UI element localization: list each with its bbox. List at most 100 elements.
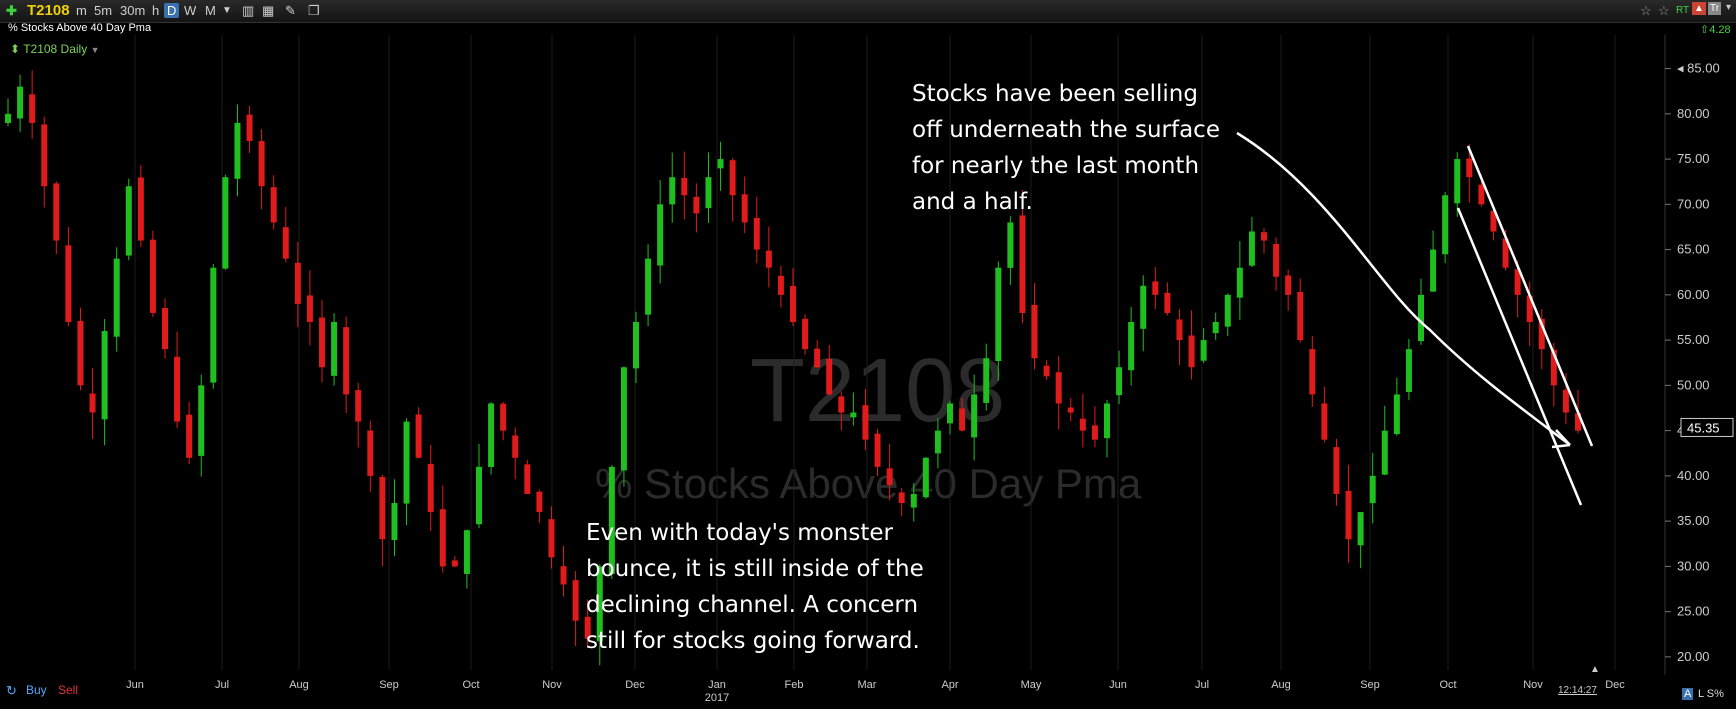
candle — [1454, 159, 1461, 204]
candle — [246, 114, 253, 141]
interval-m-monthly[interactable]: M — [205, 3, 216, 18]
interval-h[interactable]: h — [152, 3, 160, 18]
bars-icon[interactable]: ▥ — [242, 3, 255, 18]
collapse-icon[interactable]: ⬍ — [10, 42, 21, 56]
candle — [5, 113, 11, 124]
candle — [777, 275, 784, 295]
candle — [1188, 335, 1195, 368]
y-tick-label: 35.00 — [1677, 513, 1710, 528]
x-tick-label: Dec — [625, 679, 645, 691]
candle — [65, 245, 72, 323]
candle — [1381, 430, 1388, 475]
interval-d[interactable]: D — [164, 3, 180, 18]
candle — [89, 393, 96, 413]
candle — [270, 187, 277, 223]
pencil-icon[interactable]: ✎ — [285, 3, 296, 18]
channel-upper-line — [1466, 145, 1594, 447]
log-scale-buttons[interactable]: L S% — [1698, 688, 1724, 700]
x-tick-label: Apr — [941, 679, 958, 691]
star-outline-icon[interactable]: ☆ — [1658, 3, 1670, 18]
candle — [560, 566, 567, 585]
candle — [403, 421, 410, 504]
candle — [886, 468, 893, 485]
calculator-icon[interactable]: ▦ — [262, 3, 275, 18]
candle — [186, 414, 193, 458]
sell-button[interactable]: Sell — [58, 683, 79, 697]
candle — [210, 267, 217, 383]
auto-scale-button[interactable]: A — [1682, 688, 1694, 700]
candle — [476, 466, 482, 525]
candle — [814, 348, 821, 368]
candle — [319, 317, 325, 368]
y-axis: 20.0025.0030.0035.0040.0045.0050.0055.00… — [1664, 35, 1734, 675]
study-label[interactable]: ⬍ T2108 Daily ▼ — [10, 42, 100, 56]
y-tick-label: 65.00 — [1677, 242, 1710, 257]
candle — [1321, 403, 1328, 440]
y-tick-label: 70.00 — [1677, 196, 1710, 211]
candle — [584, 616, 591, 639]
y-tick-label: 25.00 — [1677, 604, 1710, 619]
chevron-down-icon[interactable]: ▼ — [90, 45, 100, 55]
candle — [1575, 413, 1581, 431]
x-tick-label: Jul — [215, 679, 229, 691]
candle — [802, 318, 809, 350]
candle — [1212, 322, 1219, 334]
interval-30m[interactable]: 30m — [120, 3, 146, 18]
x-tick-label: Aug — [289, 679, 309, 691]
last-price-label: 45.35 — [1687, 420, 1720, 435]
candle — [645, 258, 652, 315]
candle — [53, 183, 60, 241]
tr-badge[interactable]: Tr — [1708, 2, 1722, 15]
candle — [934, 430, 941, 454]
candle — [922, 457, 929, 498]
candle — [1067, 407, 1074, 413]
symbol-label[interactable]: T2108 — [27, 2, 70, 19]
x-tick-label: Nov — [542, 679, 562, 691]
candle — [439, 509, 446, 567]
settings-icon[interactable]: ▾ — [1726, 2, 1732, 13]
x-tick-label: Mar — [858, 679, 877, 691]
buy-button[interactable]: Buy — [26, 683, 47, 697]
interval-5m[interactable]: 5m — [94, 3, 113, 18]
alert-icon[interactable]: ▲ — [1692, 2, 1706, 15]
candle — [1418, 294, 1424, 342]
candle — [1309, 349, 1316, 395]
candle — [669, 177, 676, 205]
candles — [5, 70, 1581, 666]
y-tick-label: 80.00 — [1677, 106, 1710, 121]
candle — [1200, 340, 1207, 361]
interval-m[interactable]: m — [76, 3, 87, 18]
x-tick-label: Jan — [708, 679, 726, 691]
candle — [343, 327, 350, 395]
candle — [1345, 490, 1352, 540]
candle — [524, 464, 531, 494]
interval-w[interactable]: W — [184, 3, 197, 18]
candle — [367, 430, 374, 476]
candle — [1333, 447, 1340, 494]
watermark-name: % Stocks Above 40 Day Pma — [595, 460, 1142, 507]
y-tick-label: 40.00 — [1677, 468, 1710, 483]
candle — [41, 124, 48, 187]
plus-icon[interactable]: ✚ — [6, 3, 17, 18]
candle — [1357, 512, 1364, 546]
star-icon[interactable]: ☆ — [1640, 3, 1652, 18]
candle — [294, 262, 301, 304]
grid — [134, 35, 1616, 670]
candle — [681, 177, 688, 196]
chevron-down-icon[interactable]: ▼ — [222, 5, 232, 16]
annotation-bottom: Even with today's monster bounce, it is … — [586, 520, 924, 654]
refresh-icon[interactable]: ↻ — [6, 683, 17, 698]
x-tick-label: Oct — [462, 679, 479, 691]
x-tick-label: Oct — [1439, 679, 1456, 691]
candle — [331, 322, 338, 376]
layers-icon[interactable]: ❐ — [308, 3, 320, 18]
x-tick-label: Jul — [1195, 679, 1209, 691]
candle — [137, 177, 144, 241]
candle — [234, 122, 241, 179]
candle — [1091, 425, 1098, 440]
candle — [1248, 231, 1255, 266]
year-label: 2017 — [705, 692, 729, 704]
y-tick-label: 20.00 — [1677, 649, 1710, 664]
scroll-up-icon[interactable]: ▲ — [1590, 664, 1600, 675]
